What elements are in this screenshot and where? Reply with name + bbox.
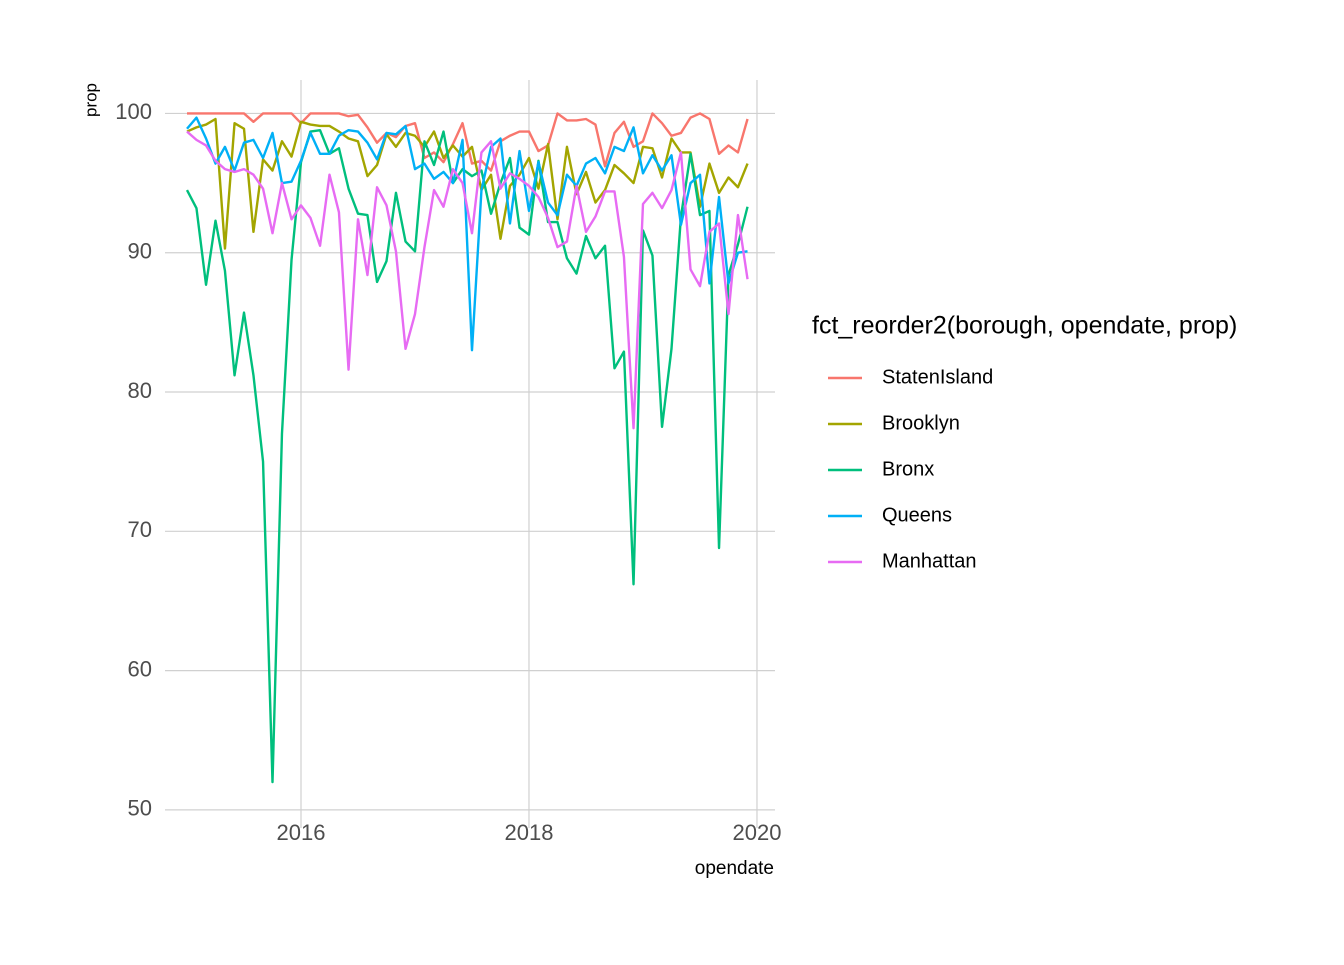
y-tick-label: 60: [128, 656, 152, 681]
series-line: [186, 117, 749, 250]
y-tick-label: 70: [128, 517, 152, 542]
y-tick-label: 50: [128, 796, 152, 821]
legend-label: StatenIsland: [882, 366, 993, 388]
y-tick-label: 90: [128, 239, 152, 264]
legend-label: Brooklyn: [882, 412, 960, 434]
y-tick-label: 100: [115, 99, 152, 124]
y-tick-label: 80: [128, 378, 152, 403]
legend-label: Queens: [882, 504, 952, 526]
legend-title: fct_reorder2(borough, opendate, prop): [812, 312, 1237, 340]
series-line: [185, 128, 749, 784]
y-axis-title: prop: [81, 83, 100, 117]
series-line: [187, 112, 749, 172]
lines: [185, 112, 749, 784]
series-line: [186, 116, 748, 352]
legend-label: Bronx: [882, 458, 934, 480]
x-tick-label: 2016: [277, 820, 326, 845]
x-axis-title: opendate: [695, 858, 774, 879]
legend-label: Manhattan: [882, 550, 977, 572]
x-tick-label: 2018: [505, 820, 554, 845]
series-line: [186, 130, 749, 430]
x-tick-label: 2020: [733, 820, 782, 845]
